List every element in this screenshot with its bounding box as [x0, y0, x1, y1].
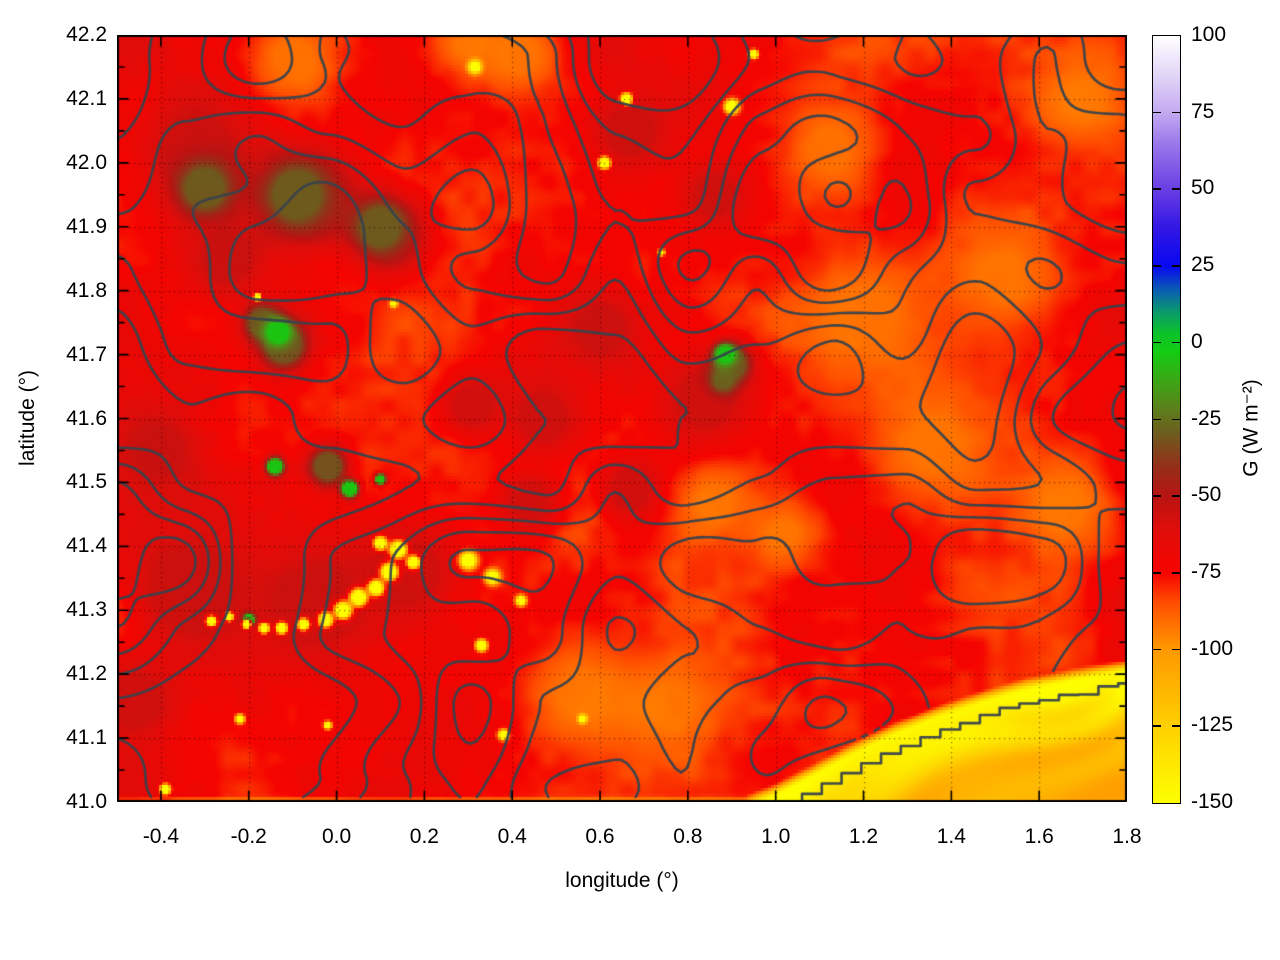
x-tick-label: 0.2: [409, 825, 439, 848]
colorbar-tick: [1153, 111, 1161, 114]
colorbar-tick: [1153, 265, 1161, 267]
x-tick-label: 0.4: [497, 825, 527, 848]
colorbar-tick: [1172, 648, 1180, 651]
y-tick-label: 41.8: [66, 278, 107, 302]
colorbar-tick: [1153, 341, 1161, 344]
y-tick-label: 42.0: [66, 150, 107, 174]
colorbar-tick: [1172, 188, 1180, 191]
colorbar-tick: [1153, 725, 1161, 727]
colorbar-tick: [1172, 111, 1180, 114]
colorbar-tick: [1172, 341, 1180, 344]
x-tick-label: 0.8: [673, 825, 703, 848]
x-tick-label: -0.2: [230, 825, 267, 848]
colorbar-tick-label: -25: [1191, 406, 1222, 430]
colorbar-tick-label: -75: [1191, 559, 1222, 583]
y-tick-label: 41.5: [66, 470, 107, 494]
colorbar: [1152, 35, 1181, 804]
y-tick-label: 41.4: [66, 534, 107, 558]
colorbar-tick: [1172, 725, 1180, 727]
colorbar-tick-label: 75: [1191, 99, 1215, 123]
colorbar-tick: [1153, 188, 1161, 191]
colorbar-tick: [1153, 495, 1161, 497]
y-tick-label: 42.2: [66, 23, 107, 46]
y-tick-label: 41.0: [66, 790, 107, 813]
y-tick-label: 42.1: [66, 86, 107, 110]
y-tick-label: 41.9: [66, 214, 107, 238]
y-tick-label: 41.3: [66, 598, 107, 622]
colorbar-tick-label: 0: [1191, 329, 1203, 353]
y-tick-label: 41.2: [66, 662, 107, 686]
colorbar-tick-label: 25: [1191, 253, 1215, 277]
colorbar-tick-label: -125: [1191, 713, 1234, 737]
y-tick-label: 41.7: [66, 342, 107, 366]
x-tick-label: 1.4: [936, 825, 966, 848]
colorbar-tick: [1153, 418, 1161, 421]
colorbar-tick-label: 50: [1191, 176, 1215, 200]
x-tick-label: 1.6: [1024, 825, 1054, 848]
x-tick-label: 0.6: [585, 825, 615, 848]
heatmap-canvas: [117, 35, 1127, 802]
x-tick-label: 1.2: [848, 825, 879, 848]
x-axis-title: longitude (°): [565, 869, 679, 892]
colorbar-tick-label: 100: [1191, 23, 1227, 46]
colorbar-tick: [1172, 571, 1180, 574]
x-tick-label: -0.4: [142, 825, 179, 848]
colorbar-tick-label: -50: [1191, 483, 1222, 507]
colorbar-tick: [1153, 648, 1161, 651]
x-tick-label: 1.0: [761, 825, 791, 848]
colorbar-tick: [1172, 495, 1180, 497]
colorbar-tick: [1172, 265, 1180, 267]
y-tick-label: 41.6: [66, 406, 107, 430]
x-tick-label: 0.0: [321, 825, 352, 848]
x-tick-label: 1.8: [1112, 825, 1142, 848]
y-tick-label: 41.1: [66, 726, 107, 750]
colorbar-tick: [1153, 571, 1161, 574]
colorbar-tick-label: -100: [1191, 636, 1234, 660]
colorbar-tick-label: -150: [1191, 790, 1234, 813]
colorbar-tick: [1172, 418, 1180, 421]
